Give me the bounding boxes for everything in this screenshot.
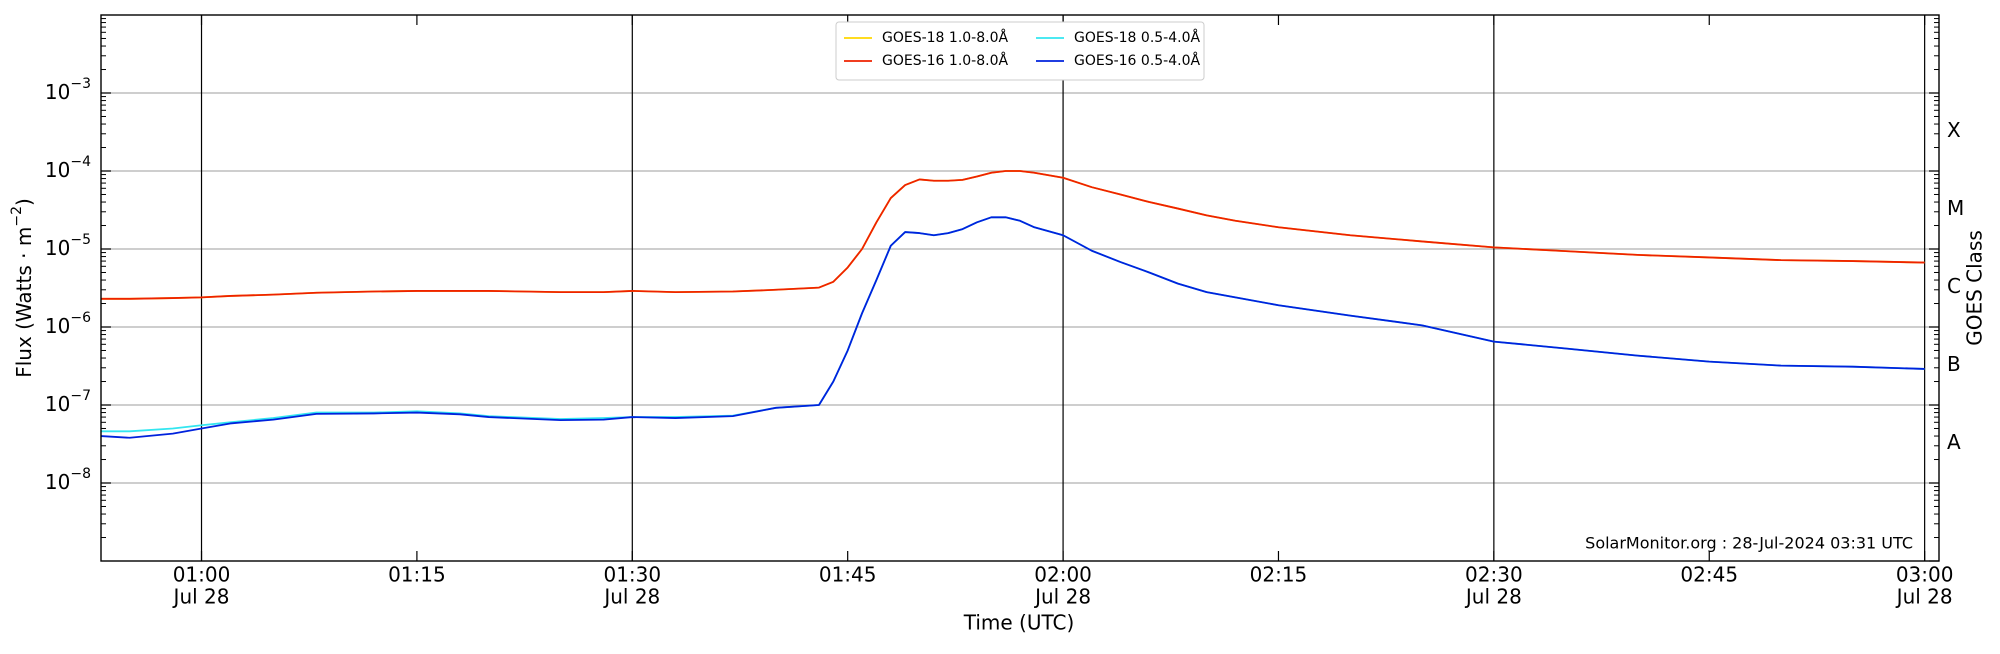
y2-tick-label: A	[1947, 430, 1961, 454]
x-tick-sublabel: Jul 28	[602, 585, 660, 609]
y-tick-label: 10−6	[45, 310, 91, 338]
y-tick-exponent: −3	[70, 76, 91, 92]
y-axis-label-exponent: −2	[9, 206, 25, 227]
y-tick-base: 10	[45, 80, 70, 104]
y2-tick-label: X	[1947, 118, 1961, 142]
series-line	[101, 170, 1925, 300]
y-tick-base: 10	[45, 236, 70, 260]
y-tick-exponent: −4	[70, 154, 91, 170]
y-tick-exponent: −7	[70, 388, 91, 404]
legend-label: GOES-16 1.0-8.0Å	[882, 52, 1008, 69]
y-tick-label: 10−3	[45, 76, 91, 104]
y2-axis-label: GOES Class	[1963, 230, 1987, 346]
y-tick-base: 10	[45, 392, 70, 416]
x-tick-label: 02:30	[1465, 563, 1523, 587]
y-tick-base: 10	[45, 470, 70, 494]
y-tick-label: 10−4	[45, 154, 91, 182]
x-tick-label: 02:15	[1250, 563, 1308, 587]
y-tick-exponent: −6	[70, 310, 91, 326]
x-tick-label: 01:30	[603, 563, 661, 587]
series-line	[100, 216, 1925, 439]
legend-box	[835, 21, 1205, 81]
y-tick-label: 10−7	[45, 388, 91, 416]
x-tick-sublabel: Jul 28	[172, 585, 230, 609]
x-tick-label: 01:45	[819, 563, 877, 587]
y-axis-label-text: Flux (Watts · m	[12, 227, 36, 378]
x-tick-label: 02:00	[1034, 563, 1092, 587]
y-tick-label: 10−5	[45, 232, 91, 260]
y-axis-label-suffix: )	[12, 198, 36, 206]
y-axis-label: Flux (Watts · m−2)	[9, 198, 36, 378]
legend-label: GOES-18 0.5-4.0Å	[1074, 29, 1200, 46]
y2-tick-label: C	[1947, 274, 1961, 298]
x-tick-label: 01:15	[388, 563, 446, 587]
x-tick-label: 02:45	[1680, 563, 1738, 587]
x-tick-label: 03:00	[1896, 563, 1954, 587]
y-tick-label: 10−8	[45, 466, 91, 494]
plot-frame	[100, 14, 1940, 562]
y-tick-exponent: −8	[70, 466, 91, 482]
y-tick-base: 10	[45, 158, 70, 182]
x-tick-sublabel: Jul 28	[1464, 585, 1522, 609]
x-axis-label: Time (UTC)	[963, 611, 1075, 635]
y-tick-base: 10	[45, 314, 70, 338]
x-tick-sublabel: Jul 28	[1895, 585, 1953, 609]
series-line	[101, 170, 1925, 300]
y2-tick-label: M	[1947, 196, 1964, 220]
y-tick-exponent: −5	[70, 232, 91, 248]
x-tick-label: 01:00	[173, 563, 231, 587]
legend-label: GOES-18 1.0-8.0Å	[882, 29, 1008, 46]
legend-label: GOES-16 0.5-4.0Å	[1074, 52, 1200, 69]
annotation: SolarMonitor.org : 28-Jul-2024 03:31 UTC	[1585, 534, 1913, 553]
x-tick-sublabel: Jul 28	[1033, 585, 1091, 609]
y2-tick-label: B	[1947, 352, 1961, 376]
